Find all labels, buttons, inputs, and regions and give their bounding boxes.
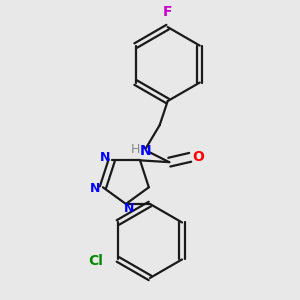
Text: H: H xyxy=(131,143,140,156)
Text: Cl: Cl xyxy=(88,254,104,268)
Text: O: O xyxy=(192,150,204,164)
Text: N: N xyxy=(99,151,110,164)
Text: N: N xyxy=(140,144,152,158)
Text: F: F xyxy=(163,5,172,19)
Text: N: N xyxy=(90,182,100,195)
Text: N: N xyxy=(124,202,134,215)
